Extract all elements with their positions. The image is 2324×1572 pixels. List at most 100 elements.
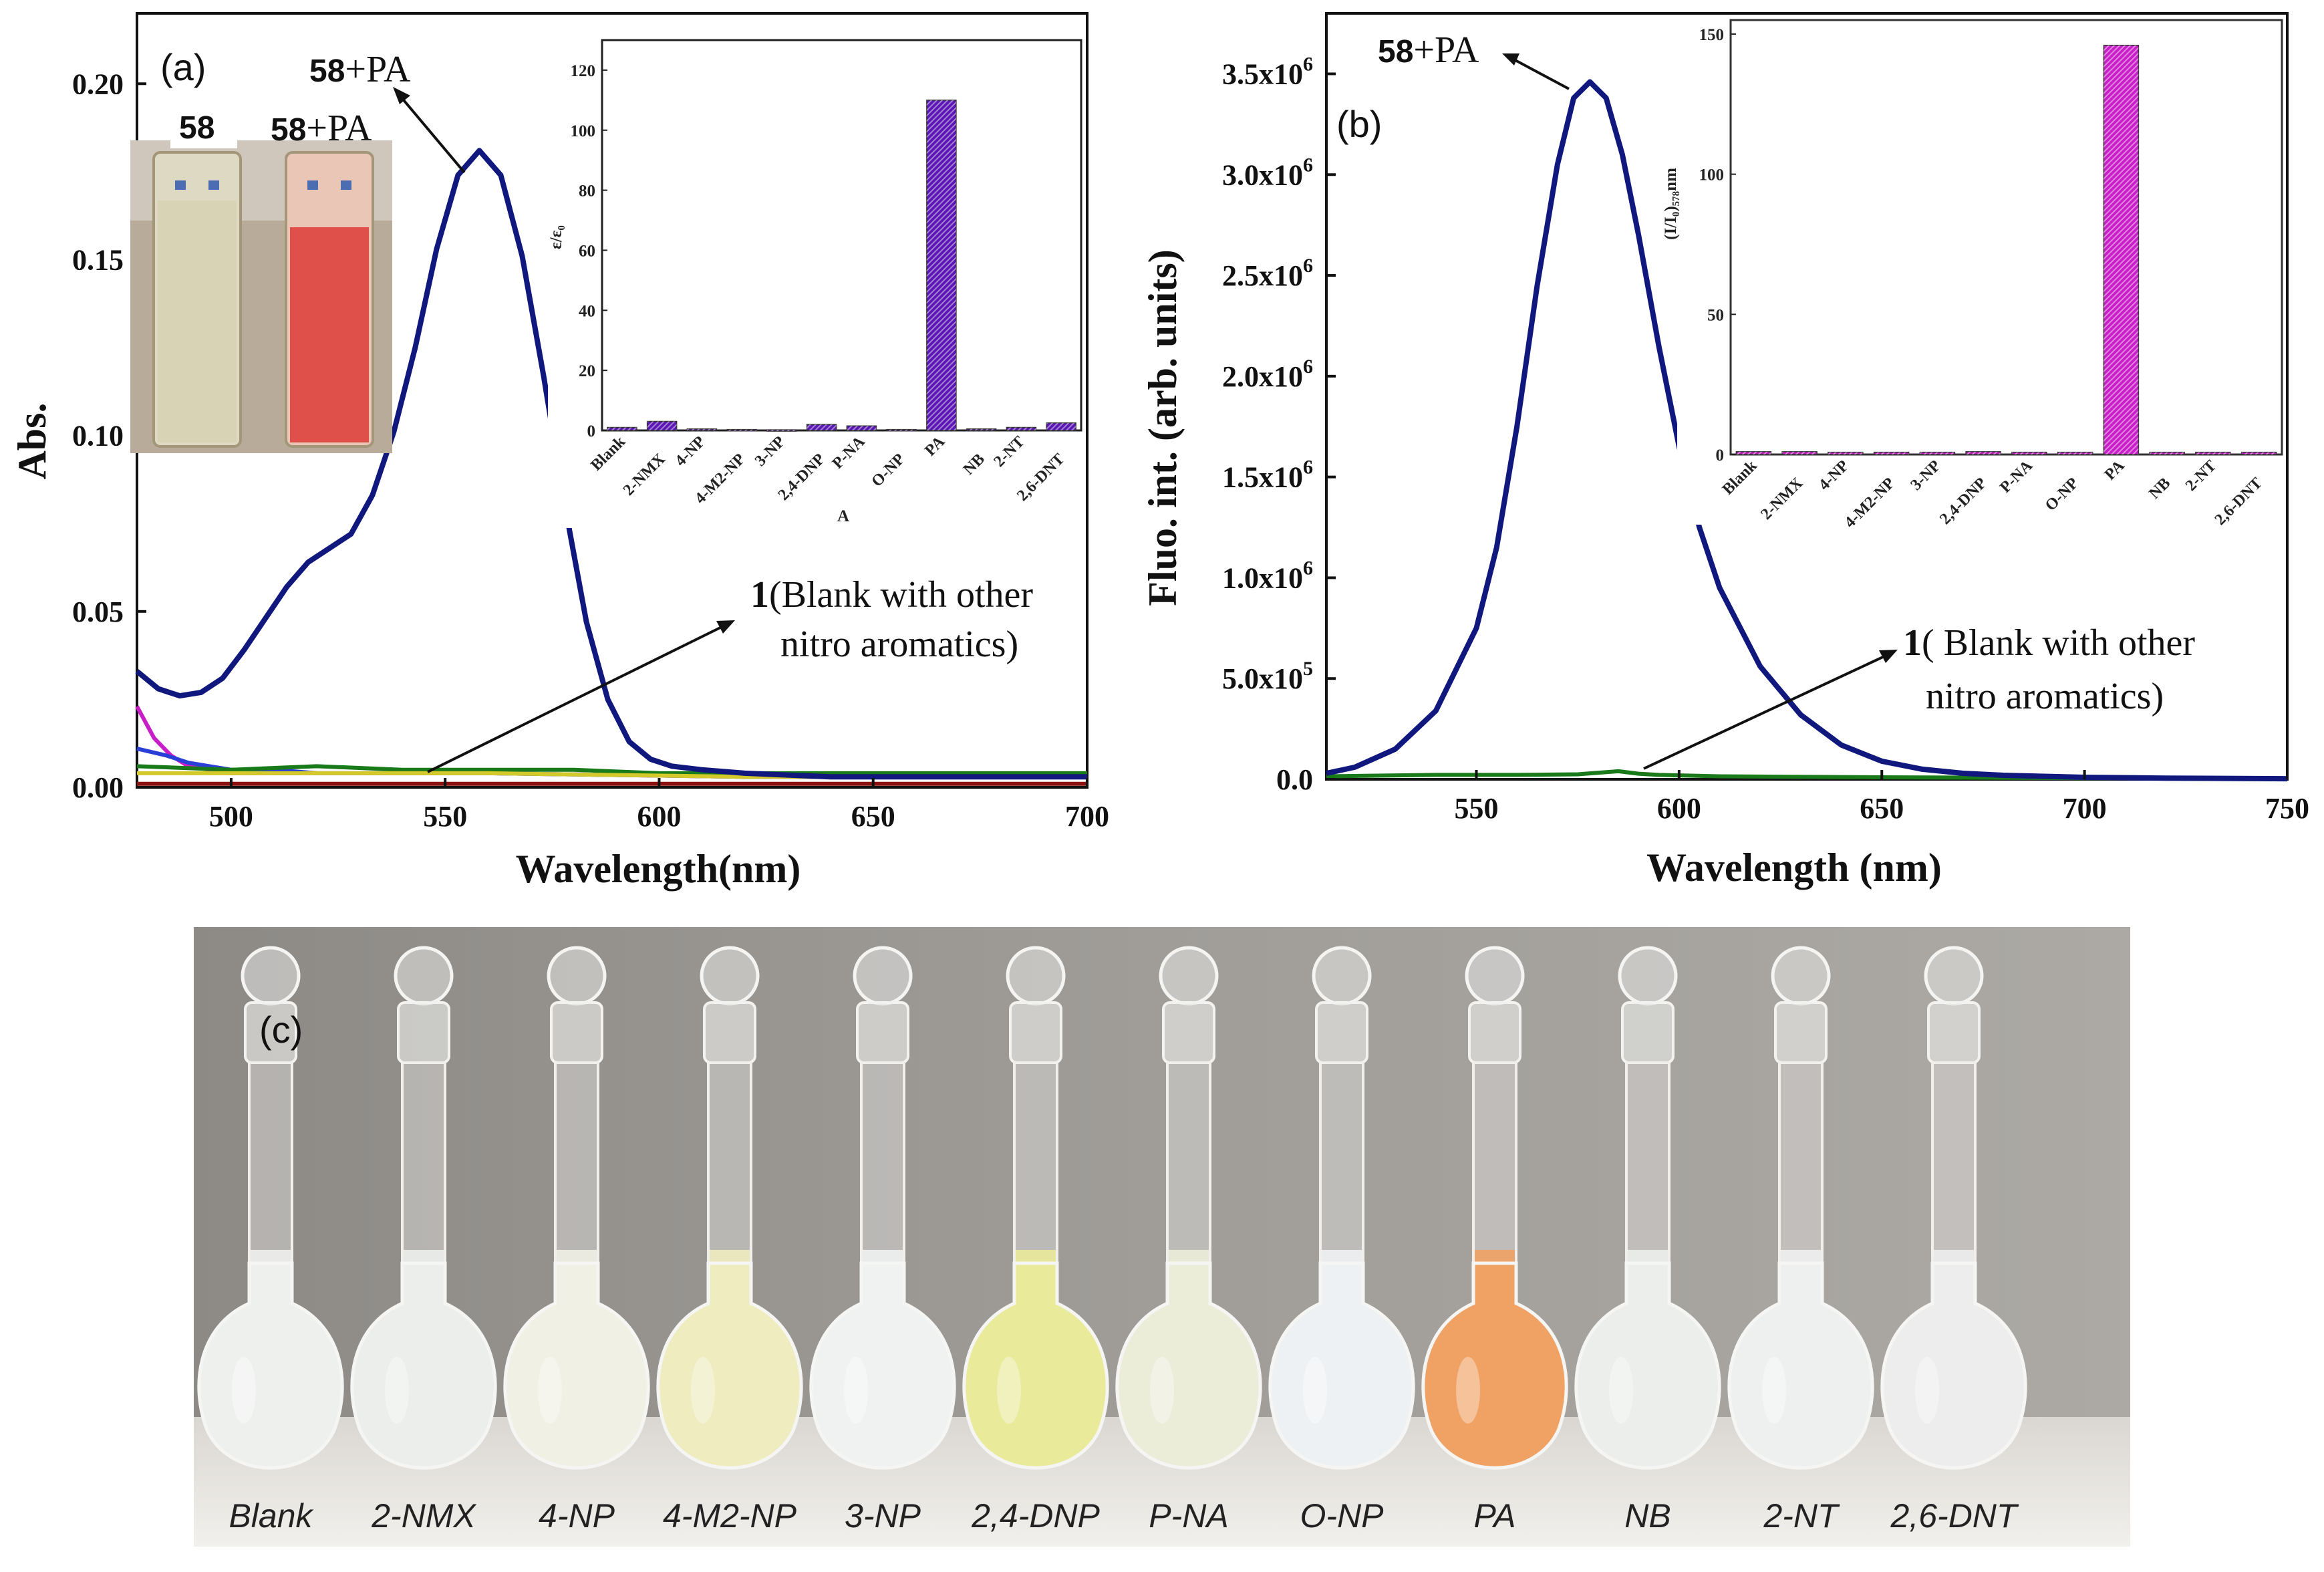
panel-a-series-group [135,148,1087,786]
y-tick-label: 0.05 [72,596,124,628]
flask-label: 3-NP [845,1497,921,1535]
x-tick-label: 550 [1454,792,1498,825]
x-tick-label: 750 [2265,792,2309,825]
panel-a-blank-label-line2: nitro aromatics) [780,624,1018,665]
flask-PA: PA [1421,946,1568,1535]
panel-b-blank-arrow [1643,655,1885,770]
series-line-58+PA [135,148,1087,780]
inset-bar-hatch [2057,452,2093,454]
inset-bar-hatch [1874,452,1909,454]
panel-a-vial-photo: 58 58+PA [130,108,392,453]
panel-b-blank-label: 1( Blank with other [1903,622,2195,664]
flask-NB: NB [1574,946,1721,1535]
inset-bar-hatch [1046,422,1076,430]
panel-a-peak-label: 58+PA [309,49,411,90]
panel-b-x-axis-title: Wavelength (nm) [1646,845,1942,890]
x-tick-label: 700 [2063,792,2107,825]
series-line-58+PA [1326,79,2288,782]
y-tick-label: 3.5x106 [1222,53,1313,90]
y-tick-label: 0.00 [72,771,124,804]
y-tick-label: 0.20 [72,68,124,100]
flask-2,4-DNP: 2,4-DNP [962,946,1109,1535]
inset-bar-hatch [607,427,637,430]
inset-bar-hatch [847,426,877,430]
flask-4-M2-NP: 4-M2-NP [656,946,803,1535]
inset-bar-hatch [1006,427,1036,430]
flask-4-NP: 4-NP [503,946,650,1535]
inset-y-tick-label: 120 [571,62,596,80]
inset-bar-hatch [1966,451,2001,454]
y-tick-label: 2.0x106 [1222,356,1313,393]
x-tick-label: 550 [423,800,467,833]
panel-a-peak-arrowhead [393,87,410,104]
panel-b-peak-arrow [1511,57,1570,90]
inset-bar-hatch [966,428,996,430]
panel-b-fluorescence-chart: 550 600 650 700 750 0.0 5.0x105 1.0x106 1.5x106 2… [1141,12,2309,890]
panel-a-inset-frame [601,39,1082,432]
flask-label: 4-NP [539,1497,615,1535]
inset-bar-hatch [807,424,837,430]
inset-y-tick-label: 60 [579,242,595,260]
flask-label: 2-NMX [371,1497,476,1535]
flask-O-NP: O-NP [1268,946,1415,1535]
inset-y-tick-label: 100 [571,122,596,140]
panel-a-blank-arrowhead [716,620,735,634]
flask-2,6-DNT: 2,6-DNT [1880,946,2027,1535]
inset-y-tick-label: 150 [1699,26,1725,44]
vial-label-58-pa: 58+PA [271,108,372,149]
inset-y-tick-label: 0 [1716,446,1725,465]
y-tick-label: 1.0x106 [1222,557,1313,594]
y-tick-label: 2.5x106 [1222,255,1313,292]
flask-label: P-NA [1149,1497,1228,1535]
inset-bar-hatch [2241,452,2277,454]
flask-Blank: Blank [197,946,344,1535]
inset-y-tick-label: 50 [1707,306,1724,324]
panel-b-blank-label-line2: nitro aromatics) [1926,676,2164,717]
panel-b-peak-label: 58+PA [1378,29,1479,71]
inset-y-tick-label: 100 [1699,166,1725,184]
panel-b-y-axis-title: Fluo. int. (arb. units) [1141,249,1185,606]
inset-y-tick-label: 20 [579,362,595,380]
flask-label: PA [1474,1497,1516,1535]
panel-b-peak-arrowhead [1502,53,1519,66]
panel-b-blank-arrowhead [1879,650,1898,663]
inset-y-tick-label: 0 [587,422,596,440]
panel-b-series-group [1326,79,2288,782]
panel-a-y-axis-title: Abs. [10,402,54,479]
flask-2-NMX: 2-NMX [350,946,497,1535]
flask-label: 4-M2-NP [663,1497,797,1535]
flask-label: Blank [229,1497,314,1535]
x-tick-label: 500 [209,800,253,833]
panel-a-inset-x-title: A [837,507,849,525]
inset-bar-hatch [2195,452,2230,454]
y-tick-label: 3.0x106 [1222,154,1313,191]
y-tick-label: 0.15 [72,243,124,276]
inset-bar-hatch [1920,452,1955,454]
flask-2-NT: 2-NT [1727,946,1874,1535]
x-tick-label: 650 [1860,792,1904,825]
inset-bar-hatch [687,428,717,430]
inset-bar-hatch [766,430,796,432]
x-tick-label: 700 [1065,800,1109,833]
panel-c-tag: (c) [259,1009,303,1051]
inset-y-tick-label: 80 [579,182,595,201]
y-tick-label: 0.10 [72,420,124,452]
flask-row: Blank 2-NMX 4-NP 4-M2-NP 3-NP 2,4-DNP P-NA O-NP… [197,946,2027,1535]
flask-label: 2,6-DNT [1890,1497,2019,1535]
x-tick-label: 650 [851,800,895,833]
panel-b-axes: 550 600 650 700 750 0.0 5.0x105 1.0x106 1.5x106 2… [1222,53,2309,825]
flask-label: O-NP [1300,1497,1385,1535]
inset-bar-hatch [2103,45,2139,454]
panel-b-inset-y-title: (I/I₀)₅₇₈nm [1662,168,1680,240]
panel-a-x-axis-title: Wavelength(nm) [516,847,801,891]
inset-bar-hatch [926,100,956,430]
inset-bar-hatch [1828,452,1863,454]
inset-bar-hatch [647,421,677,430]
inset-y-tick-label: 40 [579,302,595,320]
vial-label-58: 58 [179,110,214,146]
